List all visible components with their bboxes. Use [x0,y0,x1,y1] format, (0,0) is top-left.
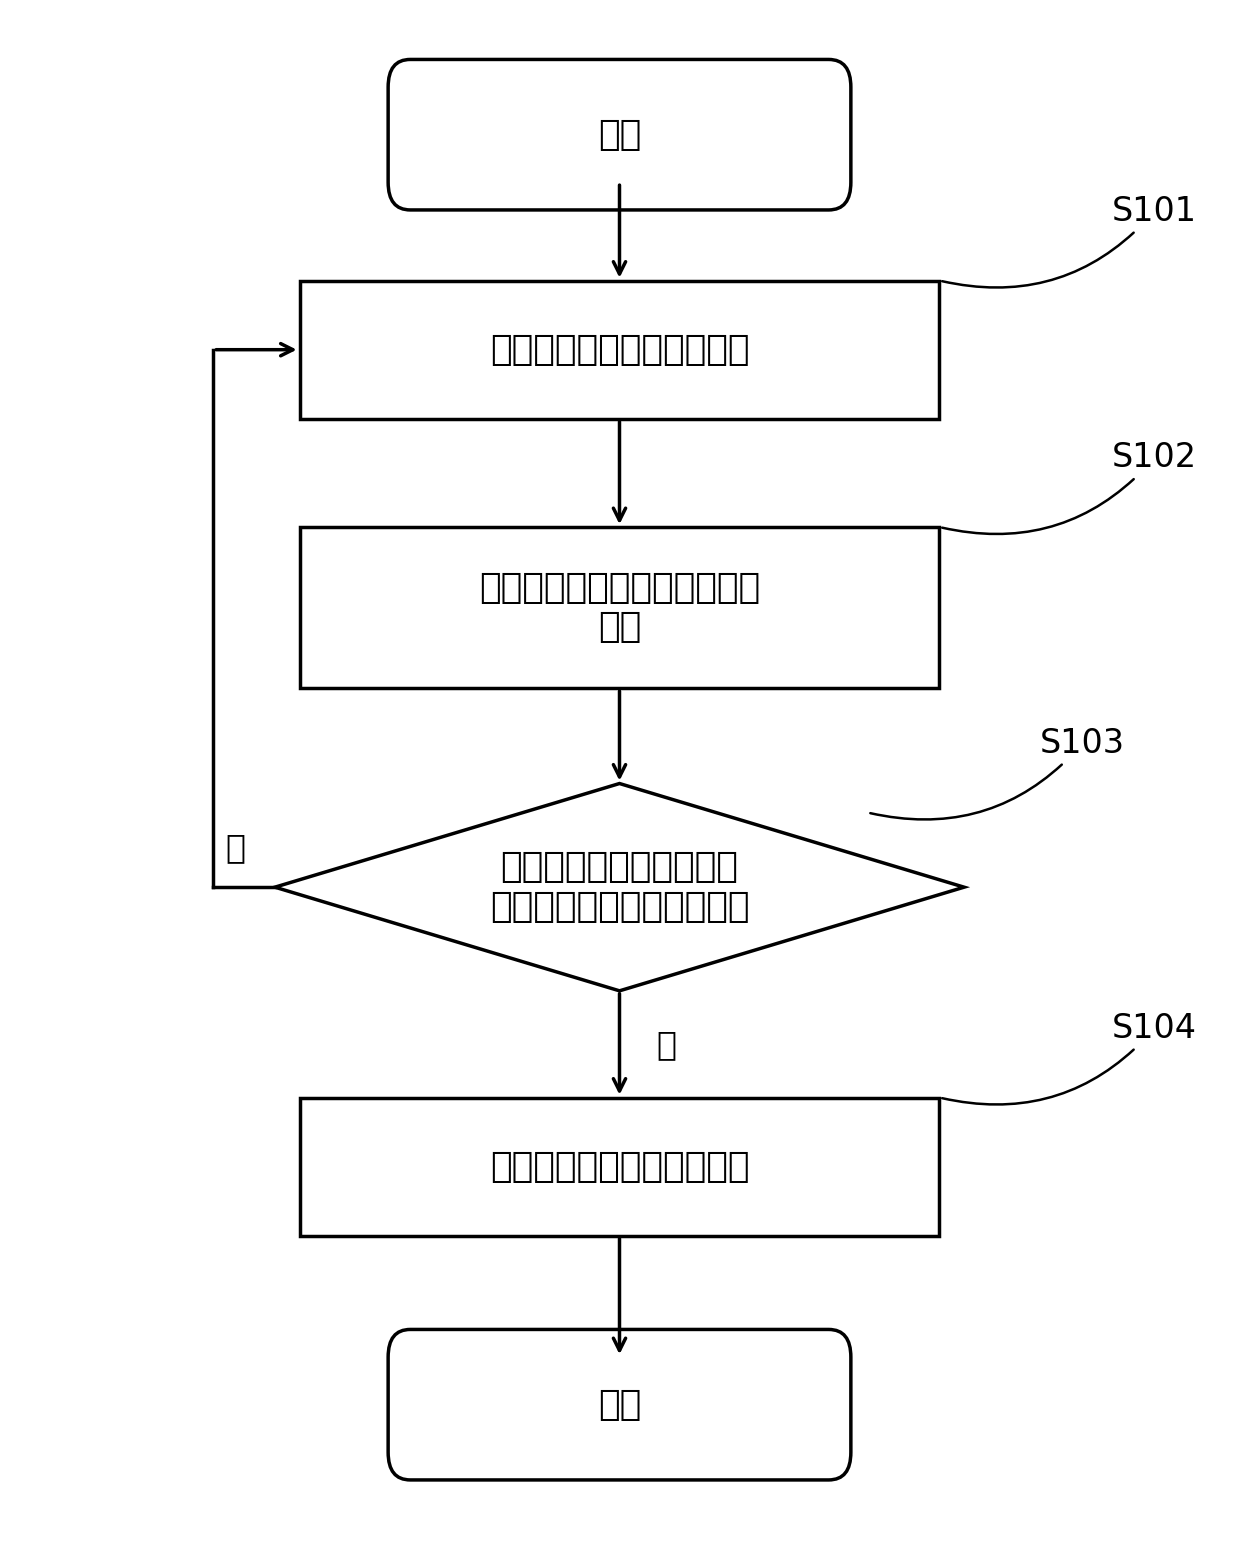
Bar [300,527,939,689]
Text: S103: S103 [870,727,1125,820]
Text: 控制无刷直流电机闭环加速: 控制无刷直流电机闭环加速 [489,1150,750,1184]
Text: 结束: 结束 [598,1388,641,1422]
Polygon shape [275,783,964,991]
Text: S101: S101 [942,195,1197,287]
Bar [300,1098,939,1235]
Text: 判断无刷直流电机转子的
转速是否大于第一预设阈値: 判断无刷直流电机转子的 转速是否大于第一预设阈値 [489,851,750,923]
Text: 否: 否 [225,831,245,865]
Text: 控制无刷直流电机开环启动: 控制无刷直流电机开环启动 [489,332,750,366]
Text: S102: S102 [942,442,1197,534]
Text: 实时检测无刷直流电机转子的
转速: 实时检测无刷直流电机转子的 转速 [479,571,760,644]
Bar [300,281,939,418]
Text: 是: 是 [657,1028,676,1061]
FancyBboxPatch shape [388,60,851,210]
Text: 开始: 开始 [598,117,641,151]
Text: S104: S104 [942,1011,1197,1104]
FancyBboxPatch shape [388,1329,851,1481]
